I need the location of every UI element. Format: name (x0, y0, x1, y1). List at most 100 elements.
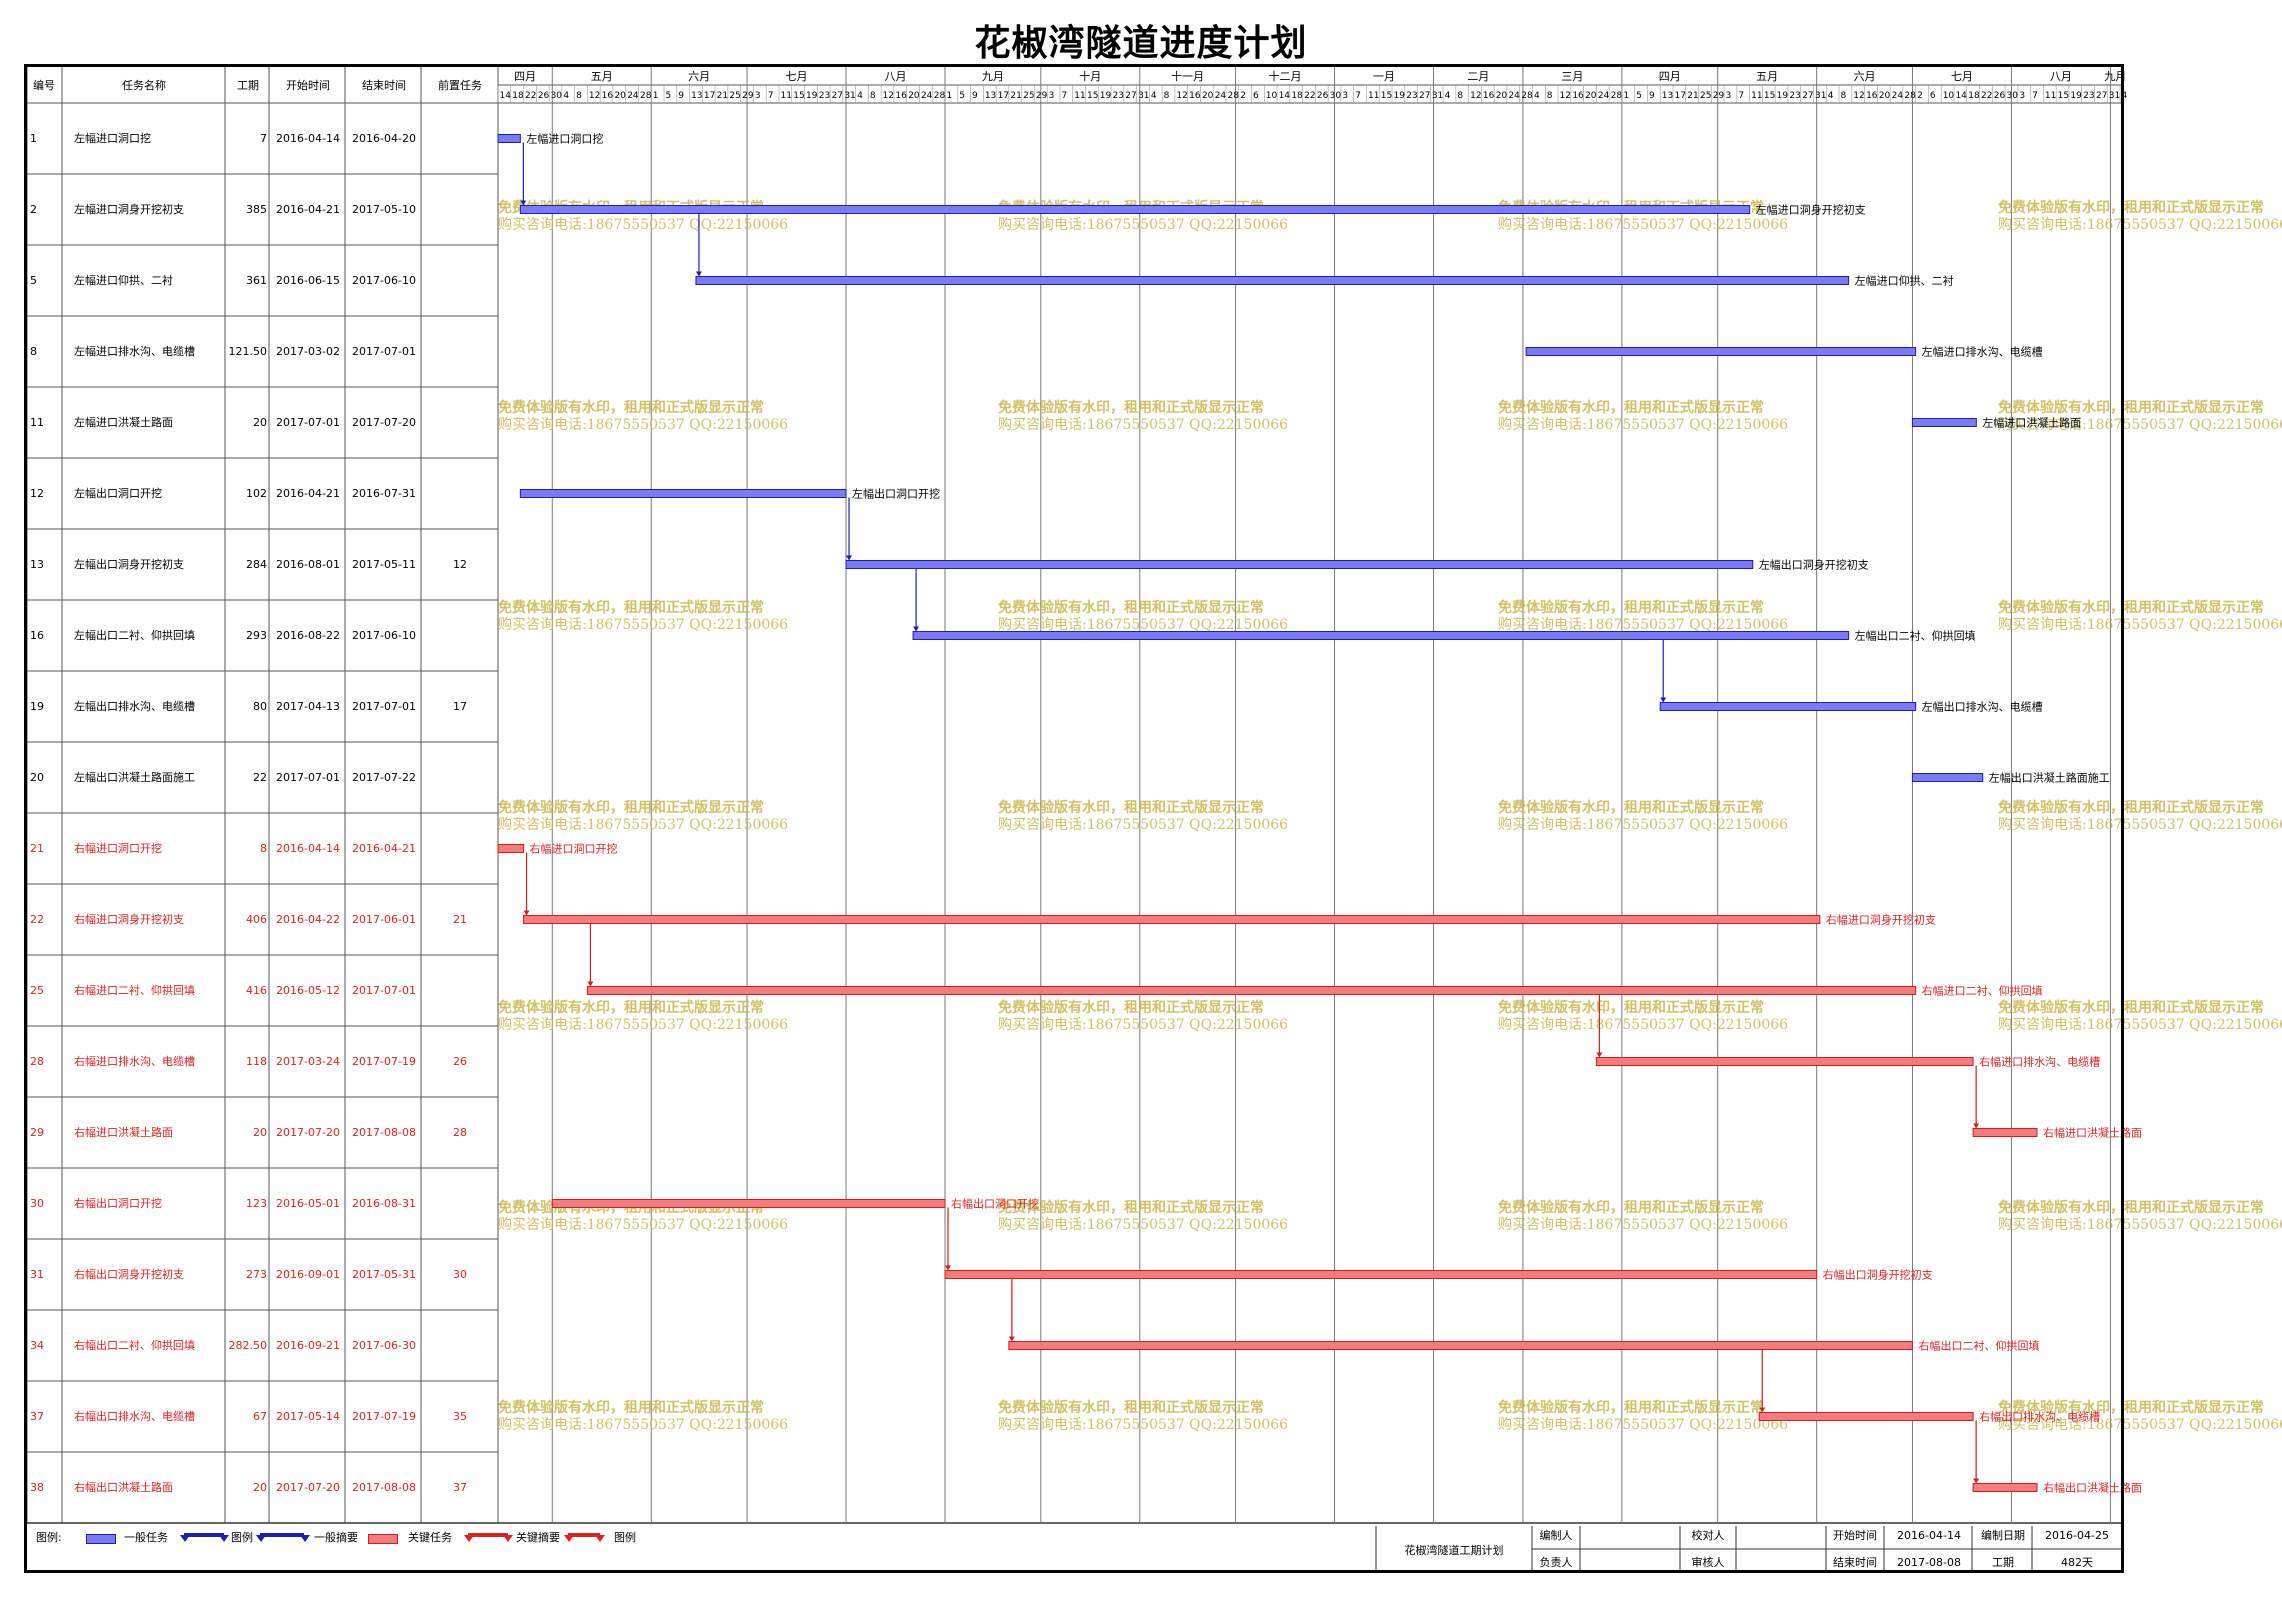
day-tick-label: 9 (1649, 91, 1655, 101)
day-tick-label: 14 (1279, 91, 1291, 101)
day-tick-label: 13 (985, 91, 996, 101)
task-pred: 12 (453, 557, 467, 571)
task-start: 2016-04-21 (276, 486, 340, 500)
gantt-bar (1911, 418, 1977, 427)
day-tick-label: 25 (1700, 91, 1711, 101)
day-tick-label: 29 (1713, 91, 1725, 101)
watermark-line1: 免费体验版有水印，租用和正式版显示正常 (1498, 1199, 1764, 1216)
day-tick-label: 2 (1917, 91, 1923, 101)
task-pred: 17 (453, 699, 467, 713)
day-tick-label: 23 (1789, 91, 1800, 101)
day-tick-label: 28 (1904, 91, 1916, 101)
day-tick-label: 16 (1866, 91, 1878, 101)
legend-critical-milestone-left-icon (464, 1535, 474, 1542)
task-end: 2017-08-08 (352, 1480, 416, 1494)
watermark-line2: 购买咨询电话:18675550537 QQ:22150066 (1498, 817, 1788, 833)
bar-label: 左幅出口洪凝土路面施工 (1989, 771, 2110, 785)
dependency-arrowhead (1759, 1407, 1766, 1413)
task-duration: 80 (253, 699, 267, 713)
watermark-line1: 免费体验版有水印，租用和正式版显示正常 (1998, 599, 2264, 616)
task-id: 2 (30, 202, 37, 216)
day-tick-label: 8 (1164, 91, 1170, 101)
day-tick-label: 30 (1330, 91, 1342, 101)
day-tick-label: 19 (1777, 91, 1789, 101)
task-end: 2017-07-01 (352, 699, 416, 713)
task-pred: 26 (453, 1054, 467, 1068)
dependency-arrowhead (695, 271, 702, 277)
day-tick-label: 16 (1572, 91, 1584, 101)
watermark-line1: 免费体验版有水印，租用和正式版显示正常 (998, 1199, 1264, 1216)
day-tick-label: 21 (1010, 91, 1021, 101)
day-tick-label: 24 (921, 91, 933, 101)
month-label: 十二月 (1269, 69, 1302, 83)
task-name: 左幅出口二衬、仰拱回填 (74, 628, 195, 642)
gantt-bar (1758, 1412, 1974, 1421)
day-tick-label: 16 (602, 91, 614, 101)
day-tick-label: 12 (1560, 91, 1571, 101)
gantt-bar (1972, 1483, 2038, 1492)
task-name: 右幅出口洞口开挖 (74, 1196, 162, 1210)
task-name: 右幅进口排水沟、电缆槽 (74, 1054, 195, 1068)
day-tick-label: 25 (1023, 91, 1034, 101)
day-tick-label: 4 (1534, 91, 1540, 101)
watermark-line1: 免费体验版有水印，租用和正式版显示正常 (1498, 599, 1764, 616)
task-id: 30 (30, 1196, 44, 1210)
day-tick-label: 9 (972, 91, 978, 101)
dependency-arrowhead (1008, 1336, 1015, 1342)
task-end: 2016-04-21 (352, 841, 416, 855)
day-tick-label: 11 (1368, 91, 1379, 101)
gantt-bar (1525, 347, 1917, 356)
month-label: 五月 (591, 70, 613, 83)
watermark-line1: 免费体验版有水印，租用和正式版显示正常 (1498, 799, 1764, 816)
task-name: 右幅进口洞口开挖 (74, 841, 162, 855)
task-duration: 273 (246, 1267, 267, 1281)
watermark-line1: 免费体验版有水印，租用和正式版显示正常 (498, 999, 764, 1016)
gantt-bar (519, 489, 847, 498)
task-start: 2017-07-20 (276, 1125, 340, 1139)
bar-label: 右幅出口排水沟、电缆槽 (1979, 1410, 2100, 1424)
task-start: 2017-05-14 (276, 1409, 340, 1423)
footer-checker-label: 校对人 (1691, 1529, 1725, 1542)
task-start: 2017-07-01 (276, 770, 340, 784)
day-tick-label: 4 (563, 91, 569, 101)
month-label: 八月 (2050, 70, 2072, 83)
task-duration: 67 (253, 1409, 267, 1423)
bar-label: 右幅出口二衬、仰拱回填 (1918, 1339, 2039, 1353)
dependency-arrowhead (1660, 697, 1667, 703)
day-tick-label: 6 (1930, 91, 1936, 101)
legend-critical-legend-line-icon (568, 1533, 600, 1537)
dependency-arrowhead (1596, 1052, 1603, 1058)
task-id: 20 (30, 770, 44, 784)
task-name: 左幅进口仰拱、二衬 (74, 273, 173, 287)
header-predecessor: 前置任务 (438, 79, 482, 92)
watermark-line2: 购买咨询电话:18675550537 QQ:22150066 (998, 1417, 1288, 1433)
month-label: 二月 (1467, 70, 1489, 83)
legend-general-milestone-left-icon (180, 1535, 190, 1542)
watermark-line2: 购买咨询电话:18675550537 QQ:22150066 (498, 417, 788, 433)
footer-start-label: 开始时间 (1833, 1529, 1877, 1542)
day-tick-label: 31 (1815, 91, 1826, 101)
task-name: 右幅出口洞身开挖初支 (74, 1267, 184, 1281)
day-tick-label: 15 (1764, 91, 1775, 101)
bar-label: 右幅进口洞身开挖初支 (1826, 913, 1936, 927)
task-id: 29 (30, 1125, 44, 1139)
day-tick-label: 1 (1623, 91, 1629, 101)
task-start: 2016-08-01 (276, 557, 340, 571)
watermark-line2: 购买咨询电话:18675550537 QQ:22150066 (1998, 417, 2282, 433)
day-tick-label: 11 (2045, 91, 2056, 101)
day-tick-label: 28 (1521, 91, 1533, 101)
task-start: 2016-04-21 (276, 202, 340, 216)
legend-general-task-swatch (86, 1534, 116, 1544)
task-name: 右幅出口洪凝土路面 (74, 1480, 173, 1494)
day-tick-label: 20 (1496, 91, 1508, 101)
day-tick-label: 9 (678, 91, 684, 101)
day-tick-label: 21 (1687, 91, 1698, 101)
day-tick-label: 16 (1189, 91, 1201, 101)
footer-reviewer-label: 审核人 (1691, 1556, 1725, 1569)
task-duration: 8 (260, 841, 267, 855)
task-name: 左幅出口排水沟、电缆槽 (74, 699, 195, 713)
watermark-line1: 免费体验版有水印，租用和正式版显示正常 (1998, 199, 2264, 216)
month-label: 一月 (1373, 70, 1395, 83)
day-tick-label: 17 (704, 91, 715, 101)
gantt-bar (695, 276, 1850, 285)
